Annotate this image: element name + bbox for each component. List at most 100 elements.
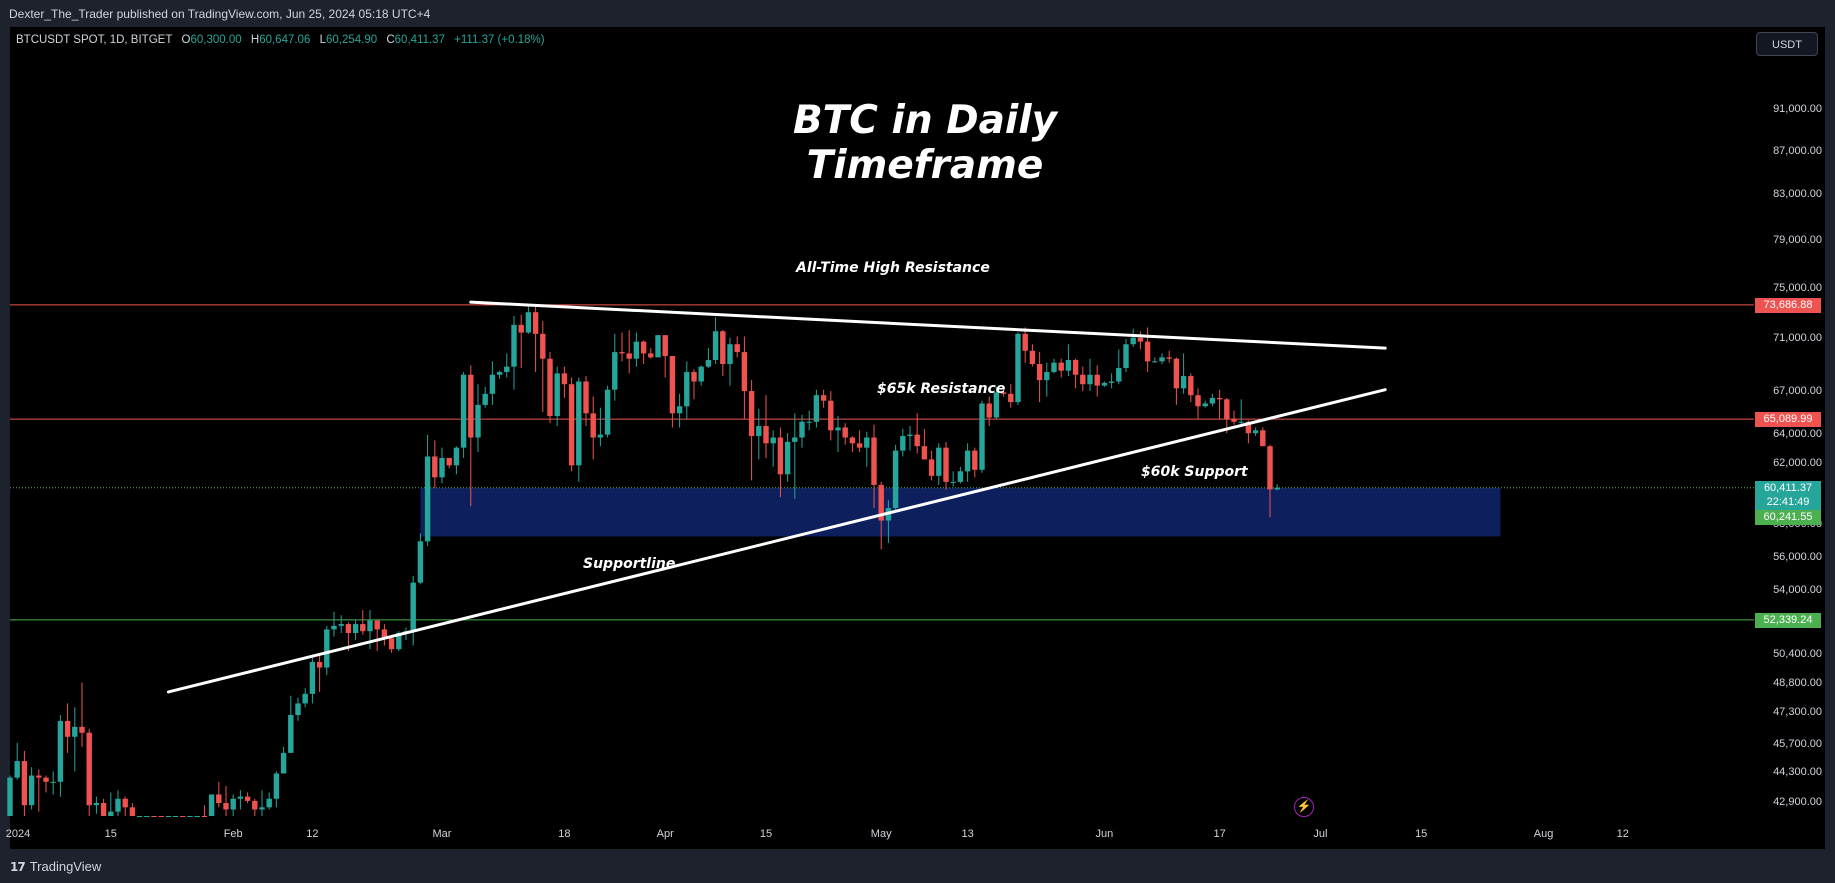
annotation-65k-resistance[interactable]: $65k Resistance <box>877 381 1006 397</box>
candle-body <box>216 794 222 804</box>
x-tick-label: 13 <box>961 828 974 840</box>
candle-body <box>1015 333 1021 403</box>
candle-body <box>583 381 589 414</box>
high-value: 60,647.06 <box>259 34 311 46</box>
candle-body <box>547 358 553 417</box>
chart-canvas[interactable] <box>0 0 1835 849</box>
candle-body <box>295 703 301 716</box>
candle-body <box>849 437 856 444</box>
candle-body <box>856 443 863 448</box>
candle-body <box>194 816 200 817</box>
candle-body <box>14 761 20 778</box>
symbol-legend[interactable]: BTCUSDT SPOT, 1D, BITGET O60,300.00 H60,… <box>16 34 551 46</box>
candle-body <box>921 446 928 460</box>
candle-body <box>1137 337 1144 342</box>
price-tag: 52,339.24 <box>1755 612 1821 628</box>
candle-body <box>144 816 150 817</box>
y-tick-label: 83,000.00 <box>1773 188 1822 201</box>
candle-body <box>720 331 726 365</box>
y-tick-label: 64,000.00 <box>1773 427 1822 440</box>
candle-body <box>93 803 100 806</box>
candle-body <box>777 437 784 475</box>
resistance-trendline <box>469 300 1387 350</box>
candle-body <box>1123 344 1129 369</box>
candle-body <box>892 450 899 508</box>
x-tick-label: Jul <box>1313 828 1328 840</box>
candle-body <box>187 816 193 817</box>
candle-body <box>136 816 143 817</box>
candle-body <box>352 624 359 633</box>
candle-body <box>252 800 258 810</box>
candle-body <box>698 366 704 382</box>
candle-body <box>518 324 524 333</box>
candle-body <box>1116 368 1122 382</box>
candle-body <box>1130 337 1136 345</box>
annotation-ath-resistance[interactable]: All-Time High Resistance <box>796 260 990 276</box>
candle-body <box>424 456 431 542</box>
candle-body <box>734 344 740 353</box>
candle-body <box>878 484 884 521</box>
close-value: 60,411.37 <box>394 34 445 46</box>
candle-body <box>460 374 467 448</box>
candle-body <box>208 794 215 816</box>
price-tag: 60,241.55 <box>1755 509 1821 525</box>
candle-body <box>432 456 438 478</box>
x-tick-label: May <box>870 828 892 840</box>
candle-body <box>7 777 13 816</box>
candle-body <box>1238 421 1244 423</box>
candle-body <box>151 816 157 817</box>
y-tick-label: 62,000.00 <box>1773 456 1822 469</box>
candle-body <box>1065 360 1072 371</box>
x-tick-label: Apr <box>656 828 674 840</box>
candle-body <box>1195 395 1201 407</box>
low-value: 60,254.90 <box>325 34 378 46</box>
candle-body <box>1152 361 1158 363</box>
candle-body <box>1209 397 1216 404</box>
y-tick-label: 44,300.00 <box>1773 766 1822 779</box>
candle-body <box>972 450 978 470</box>
candle-body <box>1000 392 1007 394</box>
candle-body <box>504 366 510 373</box>
candle-body <box>914 434 920 447</box>
symbol-name: BTCUSDT SPOT, 1D, BITGET <box>16 34 173 46</box>
candle-body <box>302 693 308 704</box>
annotation-supportline[interactable]: Supportline <box>583 556 676 572</box>
x-tick-label: 12 <box>306 828 319 840</box>
candle-body <box>410 582 416 632</box>
candle-body <box>201 816 208 817</box>
candle-body <box>288 715 294 753</box>
candle-body <box>324 629 330 668</box>
candle-body <box>741 352 748 392</box>
candle-body <box>1224 399 1230 419</box>
horizontal-levels-layer <box>10 304 1754 621</box>
candle-body <box>129 807 136 816</box>
candle-body <box>964 450 971 472</box>
candle-body <box>612 352 618 390</box>
candle-body <box>705 360 712 367</box>
publisher-bar: Dexter_The_Trader published on TradingVi… <box>0 0 1835 27</box>
publisher-text: Dexter_The_Trader published on TradingVi… <box>9 7 431 21</box>
candle-body <box>554 373 560 417</box>
close-label: C <box>386 34 395 46</box>
tradingview-brand[interactable]: 17 TradingView <box>10 859 101 874</box>
currency-button[interactable]: USDT <box>1756 32 1818 56</box>
annotation-60k-support[interactable]: $60k Support <box>1141 464 1248 480</box>
x-tick-label: 12 <box>1616 828 1629 840</box>
candle-body <box>957 471 964 482</box>
tradingview-logo-icon: 17 <box>10 859 26 874</box>
y-tick-label: 45,700.00 <box>1773 737 1822 750</box>
candle-body <box>1008 393 1014 403</box>
candle-body <box>1267 446 1273 490</box>
candle-body <box>561 373 568 385</box>
x-tick-label: 2024 <box>5 828 31 840</box>
candle-body <box>626 353 632 359</box>
candle-body <box>1188 376 1194 396</box>
candle-body <box>108 811 114 816</box>
lightning-icon[interactable]: ⚡ <box>1294 797 1314 817</box>
candle-body <box>1166 357 1172 359</box>
candles-layer <box>7 304 1280 817</box>
candle-body <box>180 816 186 817</box>
candle-body <box>1087 374 1093 385</box>
candle-body <box>633 341 640 359</box>
candle-body <box>237 796 244 799</box>
